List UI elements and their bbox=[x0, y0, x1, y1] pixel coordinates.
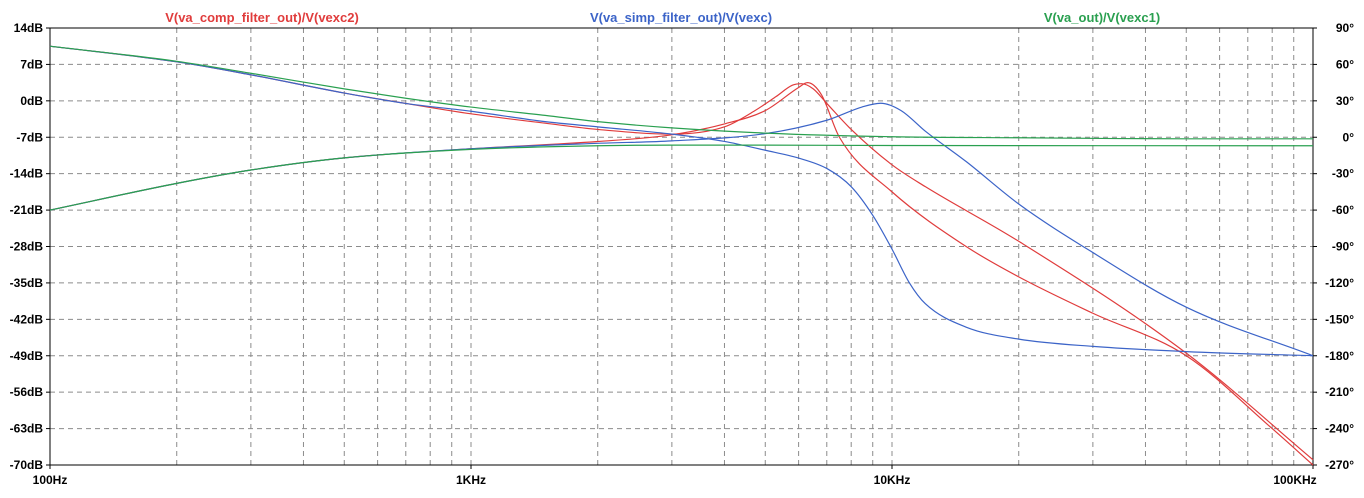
y-right-tick-label: 60° bbox=[1336, 57, 1354, 71]
y-right-tick-label: -270° bbox=[1325, 458, 1354, 472]
legend: V(va_comp_filter_out)/V(vexc2) V(va_simp_… bbox=[165, 10, 1160, 25]
y-left-tick-label: -35dB bbox=[10, 276, 44, 290]
y-right-tick-label: -90° bbox=[1332, 240, 1354, 254]
y-right-tick-label: 0° bbox=[1343, 130, 1355, 144]
series bbox=[49, 45, 1314, 466]
axes bbox=[46, 27, 1317, 469]
y-left-tick-label: 14dB bbox=[14, 21, 44, 35]
y-right-tick-label: -210° bbox=[1325, 385, 1354, 399]
y-left-tick-label: 0dB bbox=[20, 94, 43, 108]
x-tick-label: 100KHz bbox=[1273, 473, 1316, 487]
legend-entry-2: V(va_simp_filter_out)/V(vexc) bbox=[590, 10, 772, 25]
y-right-tick-label: 90° bbox=[1336, 21, 1354, 35]
y-right-tick-label: -30° bbox=[1332, 167, 1354, 181]
phase-line-series-3 bbox=[49, 144, 1314, 211]
y-left-tick-label: -28dB bbox=[10, 240, 44, 254]
y-left-tick-label: -42dB bbox=[10, 312, 44, 326]
y-right-tick-label: 30° bbox=[1336, 94, 1354, 108]
y-left-tick-label: 7dB bbox=[20, 57, 43, 71]
y-left-tick-label: -70dB bbox=[10, 458, 44, 472]
tick-labels: 14dB 7dB 0dB -7dB -14dB -21dB -28dB -35dB -42dB -… bbox=[10, 21, 1355, 487]
y-left-tick-label: -21dB bbox=[10, 203, 44, 217]
y-left-tick-label: -56dB bbox=[10, 385, 44, 399]
x-tick-label: 100Hz bbox=[33, 473, 68, 487]
y-left-tick-label: -14dB bbox=[10, 167, 44, 181]
legend-entry-3: V(va_out)/V(vexc1) bbox=[1044, 10, 1160, 25]
x-tick-label: 10KHz bbox=[874, 473, 911, 487]
grid bbox=[50, 28, 1313, 465]
series-3 bbox=[49, 45, 1314, 211]
magnitude-line-series-3 bbox=[49, 45, 1313, 140]
y-right-tick-label: -180° bbox=[1325, 349, 1354, 363]
legend-entry-1: V(va_comp_filter_out)/V(vexc2) bbox=[165, 10, 359, 25]
y-right-tick-label: -120° bbox=[1325, 276, 1354, 290]
magnitude-line-series-2 bbox=[49, 45, 1314, 357]
y-left-tick-label: -7dB bbox=[16, 130, 43, 144]
y-right-tick-label: -150° bbox=[1325, 312, 1354, 326]
y-right-tick-label: -240° bbox=[1325, 422, 1354, 436]
x-tick-label: 1KHz bbox=[456, 473, 486, 487]
y-right-tick-label: -60° bbox=[1332, 203, 1354, 217]
y-left-tick-label: -63dB bbox=[10, 422, 44, 436]
y-left-tick-label: -49dB bbox=[10, 349, 44, 363]
